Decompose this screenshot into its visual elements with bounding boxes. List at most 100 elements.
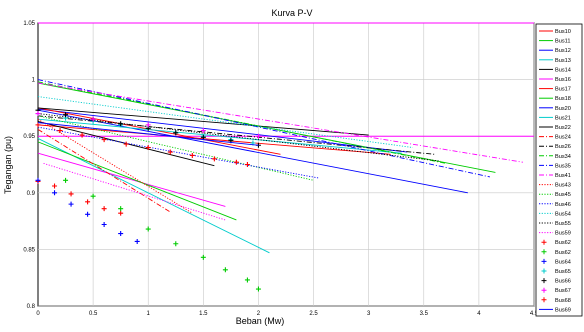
legend-label: Bus12 <box>555 48 571 54</box>
legend-entry: Bus45 <box>539 192 571 198</box>
legend-entry: Bus64 <box>541 258 571 265</box>
series-line-bus69-29 <box>37 122 259 146</box>
legend-label: Bus20 <box>555 106 571 112</box>
series-line-bus46-18 <box>37 126 320 179</box>
data-point <box>52 183 58 189</box>
series-line-bus41-15 <box>37 82 524 163</box>
legend-entry: Bus12 <box>539 48 571 54</box>
series-line-bus34-13 <box>37 81 446 164</box>
x-tick-label: 3.5 <box>420 311 429 317</box>
legend-entry: Bus46 <box>539 202 571 208</box>
data-point <box>211 156 217 162</box>
legend-marker <box>541 297 547 303</box>
data-point <box>118 231 124 237</box>
data-point <box>173 241 179 247</box>
data-point <box>222 267 228 273</box>
legend-label: Bus10 <box>555 29 571 35</box>
series-line-bus16-5 <box>37 152 226 207</box>
legend-entry: Bus14 <box>539 67 571 73</box>
legend-entry: Bus13 <box>539 58 571 64</box>
series-bus64-24 <box>35 177 140 244</box>
legend-entry: Bus67 <box>541 287 571 294</box>
legend-label: Bus64 <box>555 259 571 265</box>
legend-label: Bus45 <box>555 192 571 198</box>
data-point <box>118 210 124 216</box>
legend-label: Bus62 <box>555 240 571 246</box>
series-line-bus59-21 <box>43 162 226 221</box>
x-tick-label: 4.5 <box>530 311 539 317</box>
series-line-bus18-7 <box>37 141 237 221</box>
data-point <box>90 116 96 122</box>
legend-entry: Bus21 <box>539 115 571 121</box>
data-point <box>63 112 69 118</box>
series-line-bus17-6 <box>37 107 281 155</box>
legend-label: Bus43 <box>555 183 571 189</box>
legend-label: Bus65 <box>555 269 571 275</box>
series-line-bus43-16 <box>37 118 193 214</box>
data-point <box>145 145 151 151</box>
data-point <box>35 111 41 117</box>
x-tick-label: 4 <box>477 311 481 317</box>
data-point <box>118 206 124 212</box>
x-tick-label: 1 <box>147 311 151 317</box>
plot-area <box>37 22 535 307</box>
data-point <box>52 190 58 196</box>
legend-label: Bus11 <box>555 39 570 45</box>
data-point <box>101 206 107 212</box>
legend-label: Bus34 <box>555 154 571 160</box>
y-tick-label: 1.05 <box>23 21 35 27</box>
data-point <box>255 133 261 139</box>
series-bus68-28 <box>35 122 250 167</box>
data-point <box>134 238 140 244</box>
legend-entry: Bus10 <box>539 29 571 35</box>
axis-ticks: 0 0.5 1 1.5 2 2.5 3 3.5 4 4.5 0.8 0.85 0.9 0.95 1 1.05 <box>23 21 539 317</box>
legend-entry: Bus66 <box>541 278 571 285</box>
legend-entry: Bus65 <box>541 268 571 275</box>
legend-label: Bus13 <box>555 58 571 64</box>
legend-label: Bus26 <box>555 144 571 150</box>
data-point <box>173 130 179 136</box>
legend-marker <box>541 239 547 245</box>
series-line-bus55-20 <box>37 113 441 162</box>
legend-label: Bus68 <box>555 298 571 304</box>
legend-entry: Bus20 <box>539 106 571 112</box>
series-line-bus24-11 <box>37 129 171 213</box>
legend-entry: Bus26 <box>539 144 571 150</box>
legend-entry: Bus17 <box>539 87 571 93</box>
series-line-bus35-14 <box>37 79 491 178</box>
data-point <box>255 286 261 292</box>
legend-label: Bus17 <box>555 87 571 93</box>
data-point <box>85 211 91 217</box>
legend-entry: Bus16 <box>539 77 571 83</box>
data-point <box>189 152 195 158</box>
legend-label: Bus41 <box>555 173 571 179</box>
data-point <box>145 122 151 128</box>
data-point <box>68 191 74 197</box>
x-tick-label: 2 <box>257 311 261 317</box>
series-group <box>35 79 524 292</box>
y-tick-label: 0.9 <box>27 191 36 197</box>
data-point <box>79 132 85 138</box>
legend-label: Bus21 <box>555 115 571 121</box>
series-line-bus45-17 <box>37 115 314 181</box>
legend-entry: Bus59 <box>539 231 571 237</box>
legend-entry: Bus11 <box>539 39 570 45</box>
legend-label: Bus59 <box>555 231 571 237</box>
legend-entry: Bus18 <box>539 96 571 102</box>
data-point <box>233 159 239 165</box>
x-tick-label: 0 <box>36 311 40 317</box>
legend-marker <box>541 258 547 264</box>
legend-marker <box>541 278 547 284</box>
data-point <box>35 122 41 128</box>
legend-label: Bus46 <box>555 202 571 208</box>
y-tick-label: 0.95 <box>23 134 35 140</box>
legend-label: Bus62 <box>555 250 571 256</box>
data-point <box>101 137 107 143</box>
series-line-bus54-19 <box>37 96 413 148</box>
legend-label: Bus66 <box>555 279 571 285</box>
legend-label: Bus18 <box>555 96 571 102</box>
legend-label: Bus22 <box>555 125 571 131</box>
legend-label: Bus14 <box>555 67 571 73</box>
